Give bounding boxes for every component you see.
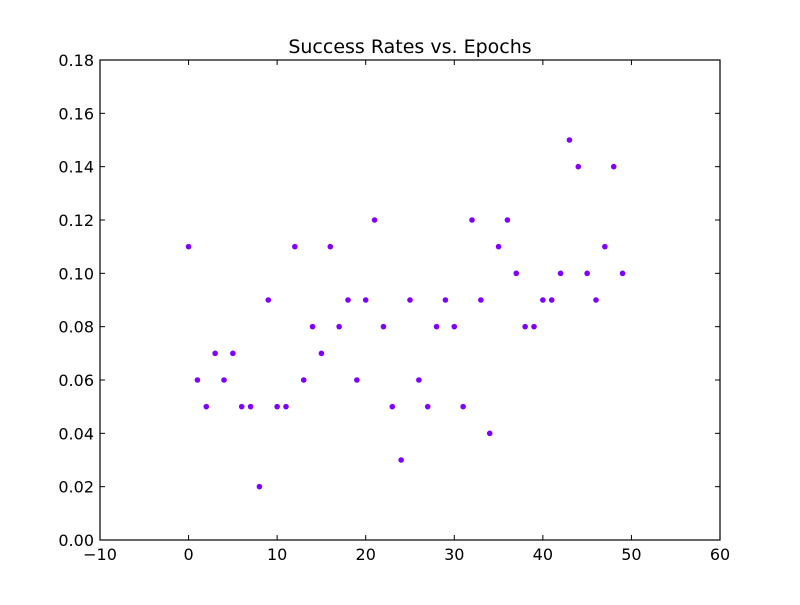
data-point [619,270,626,277]
data-point [469,217,475,223]
data-point [593,297,599,303]
data-point [185,243,192,250]
data-point [460,403,466,410]
data-point [203,403,210,410]
data-point [380,323,387,330]
data-point [451,323,458,330]
y-tick-label: 0.04 [58,424,94,443]
y-tick-label: 0.18 [58,51,94,70]
data-point [309,323,316,330]
data-point [345,297,351,303]
data-point [230,350,236,357]
data-point [371,217,378,223]
x-tick-label: 20 [356,545,376,564]
data-point [557,270,564,277]
data-point [283,403,289,410]
x-tick-label: 10 [267,545,287,564]
data-point [247,403,254,410]
plot-frame [99,59,721,541]
data-point [424,403,431,410]
y-tick-label: 0.10 [58,264,94,283]
data-point [274,403,280,410]
data-point [265,297,272,303]
data-point [602,243,608,250]
data-point [442,297,449,303]
x-tick-label: 30 [444,545,464,564]
data-point [504,217,511,223]
data-point [522,323,528,330]
data-point [256,483,263,490]
data-point [327,243,334,250]
y-tick-label: 0.00 [58,531,94,550]
data-point [610,163,617,170]
y-tick-label: 0.08 [58,318,94,337]
data-point [584,270,590,277]
data-point [318,350,325,357]
data-point [416,377,422,383]
data-point [513,270,520,277]
data-point [336,323,342,330]
data-point [300,377,307,383]
data-points [185,137,626,490]
y-tick-label: 0.06 [58,371,94,390]
data-point [398,457,404,463]
data-point [292,243,298,250]
x-tick-label: 50 [621,545,641,564]
data-point [212,350,218,357]
data-point [575,163,582,170]
chart-title: Success Rates vs. Epochs [288,36,531,58]
data-point [540,297,546,303]
data-point [354,377,360,383]
y-tick-label: 0.16 [58,104,94,123]
data-point [407,297,413,303]
y-tick-label: 0.14 [58,158,94,177]
data-point [238,403,245,410]
data-point [362,297,369,303]
data-point [566,137,573,143]
data-point [548,297,555,303]
data-point [495,243,502,250]
x-tick-label: 40 [533,545,553,564]
y-tick-label: 0.02 [58,478,94,497]
axis-ticks: −10 0 10 20 30 40 50 60 0.00 0.02 0.04 0.06 0.08 0.10… [58,51,730,564]
data-point [433,323,440,330]
data-point [221,377,227,383]
data-point [478,297,484,303]
data-point [389,403,396,410]
data-point [194,377,201,383]
y-tick-label: 0.12 [58,211,94,230]
data-point [486,430,493,437]
x-tick-label: 60 [710,545,730,564]
x-tick-label: −10 [83,545,117,564]
x-tick-label: 0 [183,545,193,564]
data-point [531,323,537,330]
